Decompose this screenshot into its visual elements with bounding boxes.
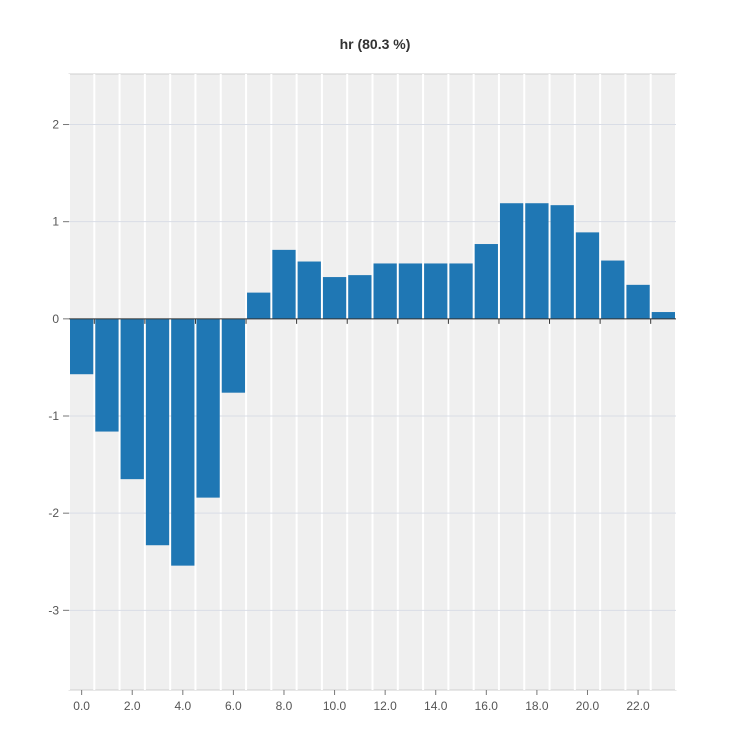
- x-tick-label: 14.0: [424, 699, 448, 713]
- bar: [373, 263, 397, 319]
- bar: [247, 292, 271, 319]
- bar: [322, 277, 347, 319]
- x-tick-label: 10.0: [323, 699, 347, 713]
- bar: [297, 261, 321, 319]
- bar: [145, 318, 170, 546]
- bar: [196, 318, 220, 498]
- y-tick-label: 1: [52, 215, 59, 229]
- bar: [651, 312, 675, 319]
- bar: [575, 232, 600, 319]
- x-tick-label: 16.0: [475, 699, 499, 713]
- zero-axis: [69, 318, 676, 324]
- x-tick-label: 4.0: [174, 699, 191, 713]
- y-tick-label: 2: [52, 118, 59, 132]
- bar: [525, 203, 549, 319]
- bar: [120, 318, 144, 480]
- x-tick-label: 0.0: [73, 699, 90, 713]
- chart-title: hr (80.3 %): [339, 36, 411, 52]
- bar: [398, 263, 423, 319]
- x-tick-label: 6.0: [225, 699, 242, 713]
- x-tick-label: 12.0: [373, 699, 397, 713]
- y-axis: 2 1 0 -1 -2 -3: [48, 118, 69, 617]
- bar: [601, 260, 625, 319]
- bar: [272, 249, 296, 319]
- bars: [70, 203, 675, 566]
- x-axis: 0.0 2.0 4.0 6.0 8.0 10.0 12.0 14.0 16.0 18.0 20.0 2…: [73, 690, 650, 713]
- x-tick-label: 18.0: [525, 699, 549, 713]
- y-tick-label: -3: [48, 603, 59, 617]
- y-tick-label: 0: [52, 312, 59, 326]
- x-tick-label: 2.0: [124, 699, 141, 713]
- bar: [449, 263, 473, 319]
- bar: [550, 205, 574, 319]
- x-tick-label: 8.0: [276, 699, 293, 713]
- bar: [171, 318, 195, 566]
- bar: [499, 203, 524, 319]
- bar: [95, 318, 119, 432]
- bar: [70, 318, 94, 375]
- bar: [221, 318, 246, 393]
- bar: [474, 244, 498, 319]
- bar: [424, 263, 448, 319]
- bar: [348, 275, 372, 319]
- x-tick-label: 20.0: [576, 699, 600, 713]
- x-tick-label: 22.0: [626, 699, 650, 713]
- y-tick-label: -2: [48, 506, 59, 520]
- bar: [626, 284, 650, 319]
- vertical-gridlines: [68, 74, 677, 690]
- y-tick-label: -1: [48, 409, 59, 423]
